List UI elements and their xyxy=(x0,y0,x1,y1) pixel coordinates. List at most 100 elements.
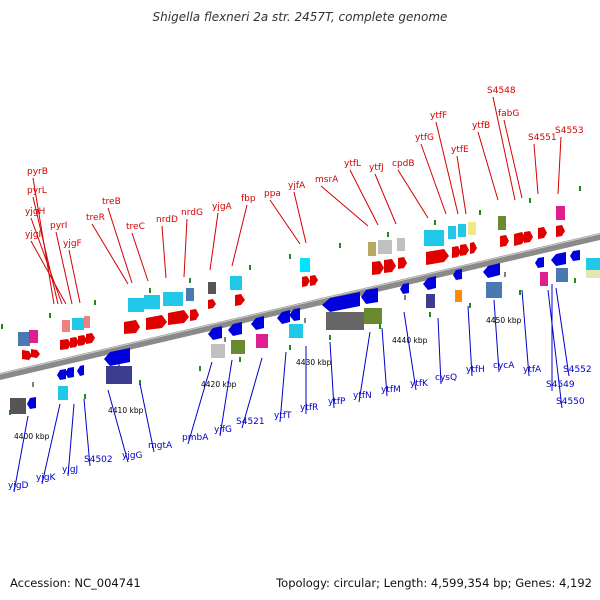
reverse-gene-label: S4521 xyxy=(236,417,265,427)
reverse-box xyxy=(231,340,245,354)
reverse-box xyxy=(455,290,462,302)
reverse-arrow xyxy=(322,292,360,312)
reverse-gene-label-leader xyxy=(547,289,563,409)
forward-gene-label: nrdD xyxy=(156,215,178,225)
forward-gene-label-leader xyxy=(435,121,459,215)
reverse-arrow xyxy=(251,316,264,330)
reverse-box xyxy=(211,344,225,358)
reverse-gene-label-leader xyxy=(187,361,213,445)
reverse-gene-label: S4552 xyxy=(563,365,592,375)
forward-box xyxy=(186,288,194,301)
forward-box xyxy=(448,226,456,239)
forward-gene-label: S4548 xyxy=(487,86,516,96)
scale-labels: 4400 kbp 4410 kbp 4420 kbp 4430 kbp 4440… xyxy=(14,316,522,441)
forward-gene-label-leader xyxy=(349,169,379,226)
scale-label: 4410 kbp xyxy=(108,406,144,415)
reverse-arrow xyxy=(208,326,222,340)
forward-gene-label: ytfJ xyxy=(369,163,384,173)
forward-gene-label: pyrL xyxy=(27,186,47,196)
reverse-gene-label: ytfT xyxy=(274,411,292,421)
reverse-gene-label-leader xyxy=(219,359,233,437)
forward-gene-label-leader xyxy=(161,225,167,279)
forward-arrow xyxy=(124,320,140,334)
accession-text: Accession: NC_004741 xyxy=(10,576,141,590)
scale-label: 4450 kbp xyxy=(486,316,522,325)
reverse-gene-label-leader xyxy=(521,289,530,377)
reverse-gene-label: ytfP xyxy=(328,397,346,407)
forward-box xyxy=(458,224,466,237)
reverse-gene-label-leader xyxy=(555,287,570,377)
forward-box xyxy=(163,292,183,306)
forward-gene-label-leader xyxy=(68,249,81,304)
forward-box xyxy=(208,282,216,294)
forward-box xyxy=(84,316,90,328)
forward-gene-label-leader xyxy=(557,136,562,195)
forward-gene-label: nrdG xyxy=(181,208,203,218)
reverse-gene-label: yjgD xyxy=(8,481,29,491)
reverse-arrow xyxy=(535,257,544,268)
forward-arrow xyxy=(538,227,547,239)
forward-arrow xyxy=(190,309,199,321)
forward-arrow xyxy=(31,349,40,358)
forward-arrow xyxy=(514,232,526,246)
reverse-gene-label-leader xyxy=(493,299,500,373)
reverse-gene-label-leader xyxy=(381,327,388,397)
forward-arrow xyxy=(208,299,216,309)
forward-arrow xyxy=(70,337,79,348)
forward-arrow xyxy=(398,257,407,269)
forward-arrow xyxy=(168,310,189,325)
forward-box xyxy=(397,238,405,251)
forward-arrow xyxy=(310,275,318,286)
forward-gene-label: ppa xyxy=(264,189,281,199)
forward-arrow xyxy=(470,242,477,254)
reverse-box xyxy=(556,268,568,282)
reverse-box xyxy=(58,386,68,400)
forward-gene-label-leader xyxy=(492,96,516,201)
forward-gene-label-leader xyxy=(456,155,467,215)
forward-gene-label-leader xyxy=(183,218,188,278)
forward-gene-label: msrA xyxy=(315,175,339,185)
reverse-features xyxy=(10,250,600,414)
reverse-gene-label-leader xyxy=(279,351,287,423)
map-title: Shigella flexneri 2a str. 2457T, complet… xyxy=(152,10,448,24)
forward-gene-label-leader xyxy=(269,199,301,245)
reverse-gene-label: cysQ xyxy=(435,373,457,383)
reverse-gene-label: yjfG xyxy=(214,425,232,435)
reverse-gene-label-leader xyxy=(329,341,335,409)
reverse-gene-label-leader xyxy=(437,317,442,385)
forward-arrow xyxy=(86,333,95,344)
reverse-gene-label-leader xyxy=(107,389,129,463)
reverse-gene-label: S4549 xyxy=(546,380,575,390)
forward-gene-label: pyrB xyxy=(27,167,48,177)
reverse-arrow xyxy=(57,369,66,380)
forward-gene-label: cpdB xyxy=(392,159,415,169)
forward-box xyxy=(128,298,144,312)
forward-gene-label-leader xyxy=(131,232,149,282)
reverse-gene-label: ytfM xyxy=(381,385,401,395)
forward-gene-label-leader xyxy=(320,185,369,227)
reverse-gene-label-leader xyxy=(403,311,417,391)
backbone xyxy=(0,233,600,380)
forward-box xyxy=(144,295,160,309)
forward-gene-label: yjgH xyxy=(25,207,45,217)
reverse-arrow xyxy=(551,252,566,266)
forward-features xyxy=(18,206,565,360)
forward-arrow xyxy=(235,294,245,306)
forward-arrow xyxy=(426,249,449,265)
reverse-gene-label: ytfA xyxy=(523,365,542,375)
forward-gene-label-leader xyxy=(293,191,307,244)
reverse-arrow xyxy=(228,322,242,336)
reverse-box xyxy=(586,258,600,272)
forward-box xyxy=(368,242,376,256)
reverse-arrow xyxy=(27,397,36,409)
forward-arrow xyxy=(372,261,384,275)
reverse-gene-labels: yjgD yjgK yjgJ S4502 yjgG mgtA pmbA yjfG S4521 yt… xyxy=(8,284,592,493)
forward-gene-label: pyrI xyxy=(50,221,67,231)
reverse-gene-label: ytfH xyxy=(466,365,485,375)
grid-dashes xyxy=(1,186,581,415)
forward-gene-label: fabG xyxy=(498,109,519,119)
reverse-gene-label: ytfR xyxy=(300,403,318,413)
forward-gene-label: yjgI xyxy=(25,230,41,240)
reverse-box xyxy=(540,272,548,286)
